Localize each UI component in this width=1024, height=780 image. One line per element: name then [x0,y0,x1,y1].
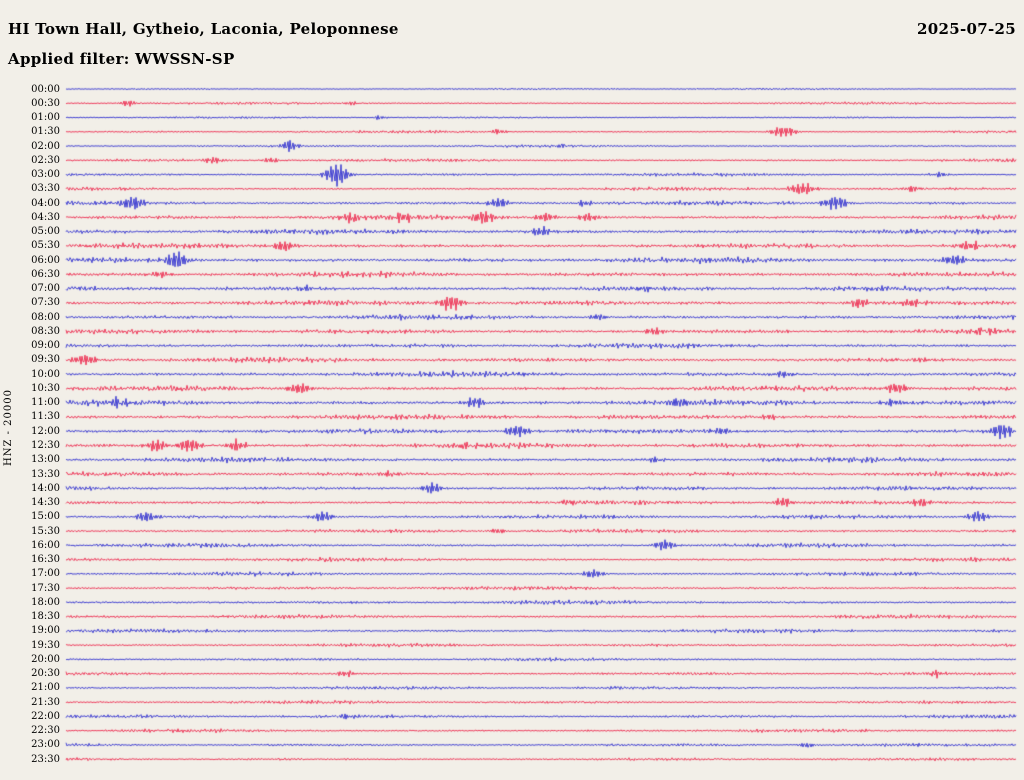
helicorder-canvas [0,0,1024,780]
helicorder-page: { "header": { "title": "HI Town Hall, Gy… [0,0,1024,780]
